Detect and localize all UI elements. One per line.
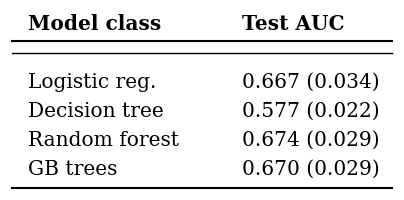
Text: Decision tree: Decision tree	[28, 102, 164, 121]
Text: 0.670 (0.029): 0.670 (0.029)	[242, 160, 380, 179]
Text: Test AUC: Test AUC	[242, 14, 345, 34]
Text: GB trees: GB trees	[28, 160, 118, 179]
Text: Model class: Model class	[28, 14, 162, 34]
Text: 0.667 (0.034): 0.667 (0.034)	[242, 73, 380, 92]
Text: Logistic reg.: Logistic reg.	[28, 73, 157, 92]
Text: 0.674 (0.029): 0.674 (0.029)	[242, 131, 380, 150]
Text: 0.577 (0.022): 0.577 (0.022)	[242, 102, 380, 121]
Text: Random forest: Random forest	[28, 131, 179, 150]
